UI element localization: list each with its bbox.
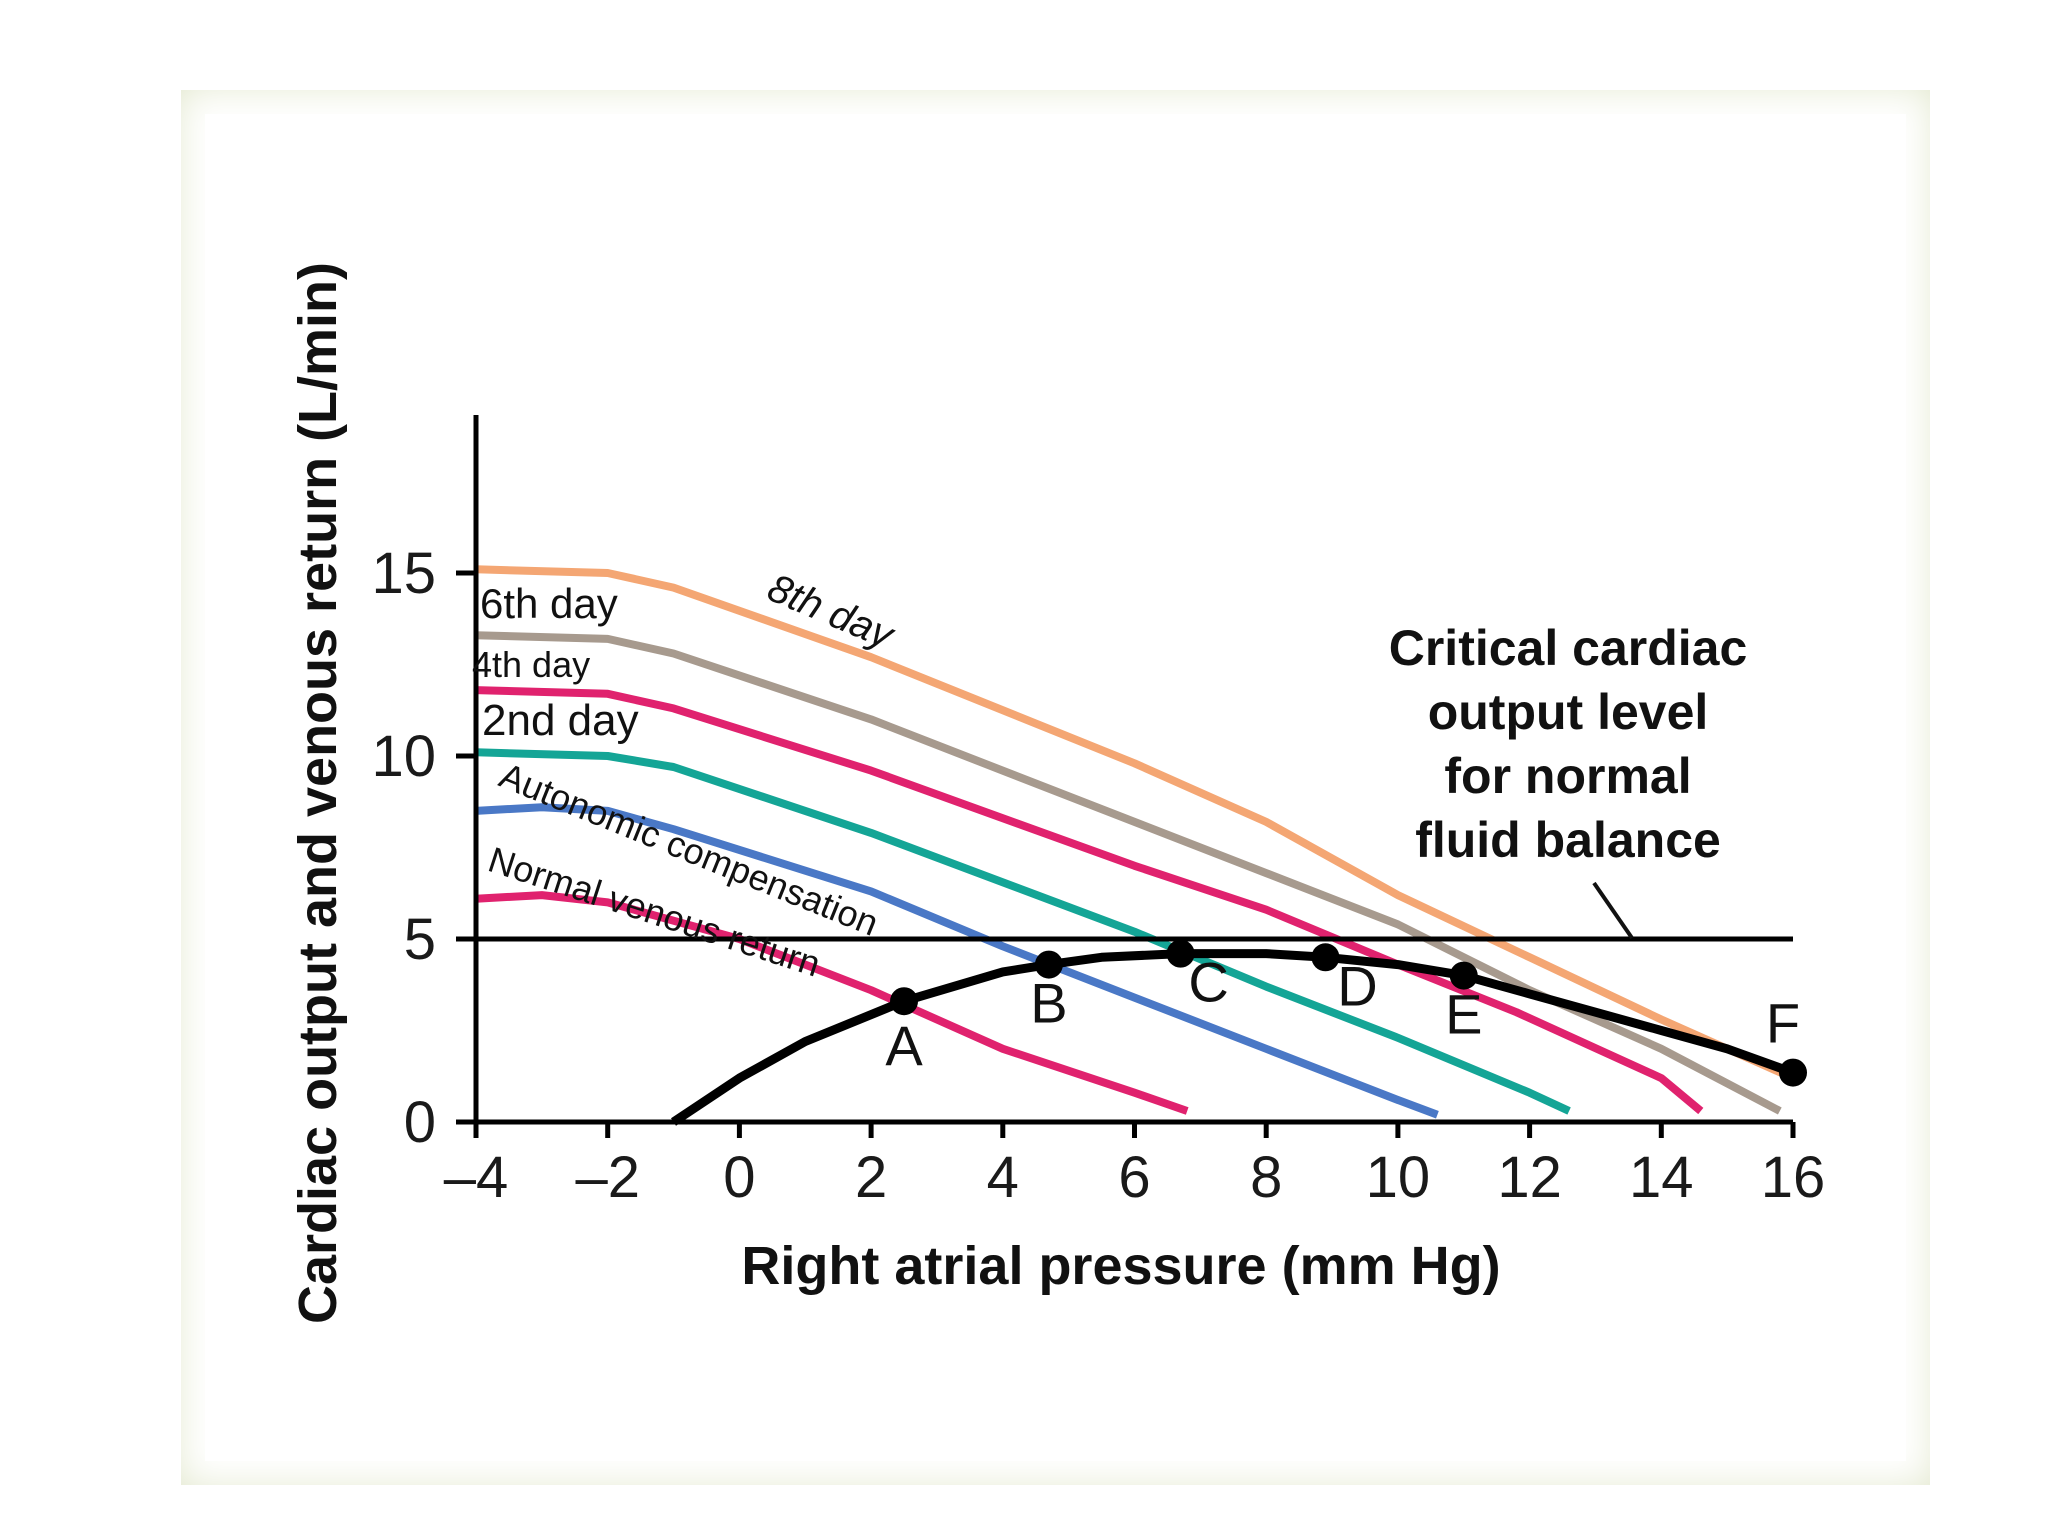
equilibrium-label-f: F (1766, 992, 1800, 1055)
y-tick-label: 0 (404, 1090, 436, 1155)
equilibrium-label-c: C (1188, 951, 1228, 1014)
equilibrium-point-a (890, 987, 919, 1016)
venous-return-curves (475, 565, 1795, 1119)
series-label-2nd-day: 2nd day (482, 696, 639, 745)
equilibrium-label-e: E (1445, 983, 1482, 1046)
series-label-6th-day: 6th day (480, 580, 618, 627)
equilibrium-label-b: B (1030, 972, 1067, 1035)
x-tick-label: –2 (575, 1145, 640, 1210)
series-line-autonomic-compensation (475, 803, 1439, 1119)
equilibrium-point-c (1166, 939, 1195, 968)
x-tick-label: –4 (444, 1145, 509, 1210)
x-tick-label: 16 (1761, 1145, 1826, 1210)
critical-annotation-line-3: for normal (1444, 748, 1691, 804)
series-line-2nd-day (475, 748, 1571, 1115)
critical-annotation-pointer (1592, 881, 1634, 940)
y-tick-label: 5 (404, 907, 436, 972)
x-tick-label: 6 (1118, 1145, 1150, 1210)
y-tick-label: 15 (371, 541, 436, 606)
equilibrium-point-e (1449, 961, 1478, 990)
series-line-normal-venous-return (475, 891, 1189, 1115)
x-tick-label: 14 (1629, 1145, 1694, 1210)
equilibrium-point-d (1311, 943, 1340, 972)
x-tick-label: 12 (1497, 1145, 1562, 1210)
x-tick-label: 4 (987, 1145, 1019, 1210)
x-tick-label: 0 (723, 1145, 755, 1210)
series-line-8th-day (475, 565, 1795, 1082)
critical-annotation-line-4: fluid balance (1415, 812, 1721, 868)
cardiac-output-curve (671, 949, 1795, 1126)
y-tick-label: 10 (371, 724, 436, 789)
x-axis-title: Right atrial pressure (mm Hg) (741, 1236, 1500, 1296)
equilibrium-label-a: A (885, 1014, 923, 1077)
equilibrium-points: A B C D E F (885, 939, 1807, 1087)
x-tick-label: 2 (855, 1145, 887, 1210)
critical-annotation-line-2: output level (1428, 684, 1709, 740)
axes: –4 –2 0 2 4 6 8 10 12 14 16 0 5 10 15 (371, 415, 1825, 1210)
critical-annotation-line-1: Critical cardiac (1389, 620, 1748, 676)
equilibrium-label-d: D (1337, 954, 1377, 1017)
equilibrium-point-b (1034, 950, 1063, 979)
series-line-4th-day (475, 686, 1704, 1115)
x-tick-label: 8 (1250, 1145, 1282, 1210)
series-label-4th-day: 4th day (472, 644, 590, 685)
equilibrium-point-f (1779, 1058, 1807, 1087)
cardiac-output-curve-group (671, 949, 1795, 1126)
series-line-6th-day (475, 631, 1782, 1115)
x-tick-label: 10 (1366, 1145, 1431, 1210)
y-axis-title: Cardiac output and venous return (L/min) (288, 262, 348, 1324)
